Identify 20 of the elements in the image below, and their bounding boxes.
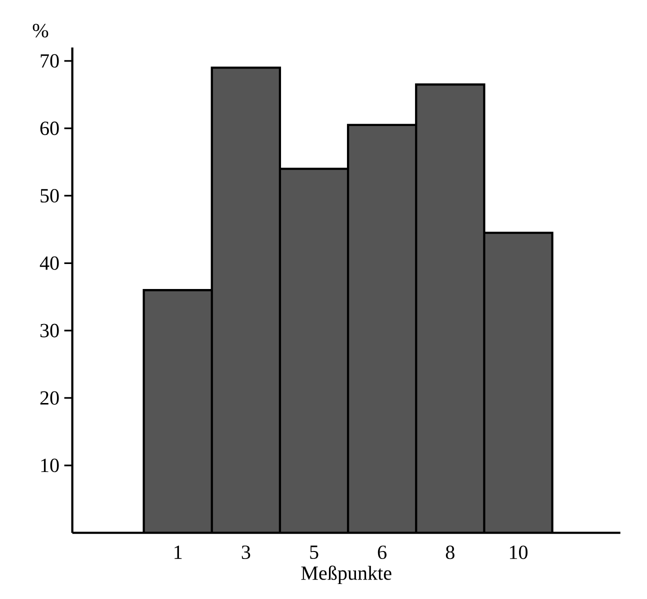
bar	[212, 67, 280, 533]
x-axis-title: Meßpunkte	[301, 565, 392, 584]
bar	[144, 290, 212, 533]
bar	[416, 84, 484, 533]
x-tick-label: 5	[310, 545, 318, 559]
y-tick-label: 30	[40, 324, 59, 338]
x-tick-label: 10	[510, 545, 528, 559]
y-axis-title: %	[32, 24, 48, 38]
y-tick-label: 50	[40, 188, 59, 202]
bar	[280, 168, 348, 533]
y-tick-label: 70	[40, 54, 59, 68]
y-tick-label: 40	[40, 256, 59, 270]
x-tick-label: 1	[174, 545, 182, 559]
x-tick-label: 6	[378, 545, 387, 559]
x-tick-label: 8	[446, 545, 454, 559]
x-tick-label: 3	[242, 545, 250, 559]
bar	[348, 124, 416, 533]
y-tick-label: 10	[41, 458, 59, 472]
y-tick-label: 60	[40, 121, 59, 135]
y-tick-label: 20	[40, 391, 59, 405]
